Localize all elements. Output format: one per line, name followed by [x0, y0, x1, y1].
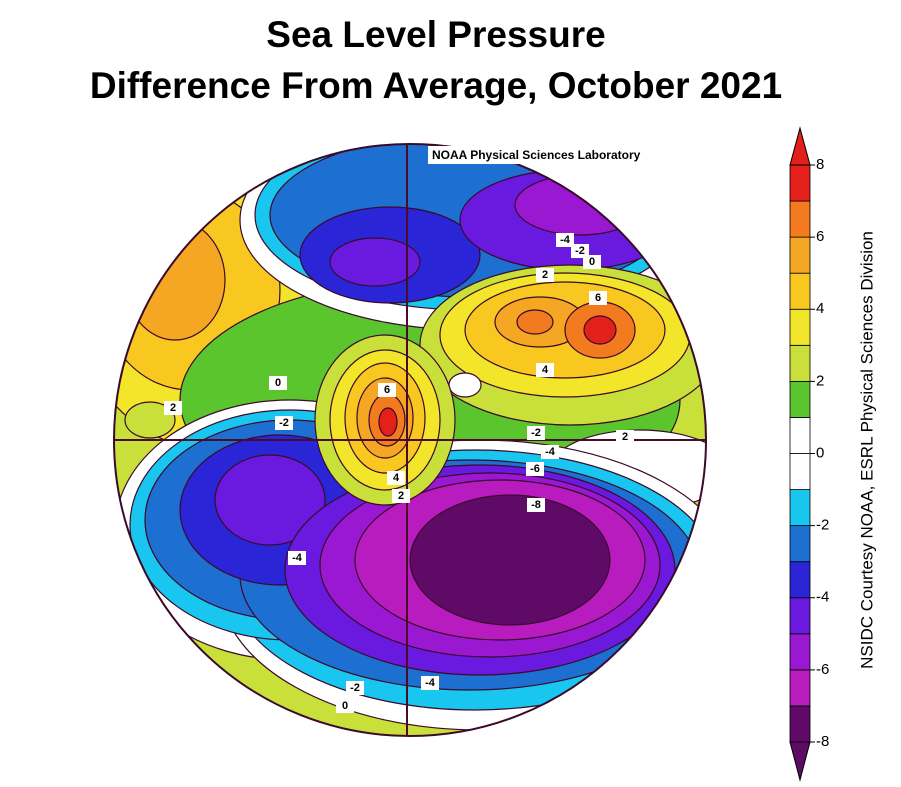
contour-label: -4 — [545, 446, 556, 458]
contour-label-box — [288, 551, 306, 565]
colorbar-bin — [789, 453, 811, 490]
contour-label-box — [571, 244, 589, 258]
contour-label: 4 — [393, 472, 400, 484]
map — [114, 144, 706, 736]
contour-label-box — [392, 489, 410, 503]
contour-label-box — [589, 291, 607, 305]
contour-label: 0 — [589, 256, 595, 268]
contour-label-box — [556, 233, 574, 247]
contour-label: -8 — [531, 499, 541, 511]
contour-label: -4 — [560, 234, 571, 246]
contour-label-box — [275, 416, 293, 430]
contour-label-box — [526, 462, 544, 476]
colorbar: 8 6 4 2 0 -2 -4 -6 -8 — [789, 126, 829, 782]
colorbar-bin — [789, 669, 811, 707]
colorbar-bin — [789, 200, 811, 238]
colorbar-tick-label: -6 — [816, 661, 829, 678]
colorbar-tick-label: -4 — [816, 589, 829, 606]
contour-label-box — [269, 376, 287, 390]
contour-label-box — [336, 699, 354, 713]
contour-label: -2 — [350, 682, 360, 694]
colorbar-tick-label: 0 — [816, 444, 824, 461]
colorbar-bin — [789, 308, 811, 346]
contour-label: -2 — [279, 417, 289, 429]
contour-label-box — [527, 426, 545, 440]
contour-label: -4 — [425, 677, 436, 689]
contour-label: -4 — [292, 552, 303, 564]
colorbar-bin — [789, 705, 811, 743]
colorbar-tick-label: -2 — [816, 517, 829, 534]
side-credit: NSIDC Courtesy NOAA, ESRL Physical Scien… — [857, 231, 876, 669]
contour-label: -6 — [530, 463, 540, 475]
colorbar-bin — [789, 417, 811, 454]
contour-label-box — [378, 383, 396, 397]
colorbar-bin — [789, 489, 811, 527]
map-border — [113, 143, 707, 737]
contour-label-box — [387, 471, 405, 485]
contour-label: 2 — [542, 269, 548, 281]
colorbar-bin — [789, 164, 811, 202]
contour-label: 2 — [170, 402, 176, 414]
colorbar-over — [789, 126, 811, 166]
contour-label-box — [583, 255, 601, 269]
contour-label-box — [346, 681, 364, 695]
contour-label: 2 — [398, 490, 404, 502]
title-line-2: Difference From Average, October 2021 — [90, 65, 782, 106]
colorbar-bin — [789, 597, 811, 635]
colorbar-tick-label: -8 — [816, 733, 829, 750]
colorbar-under — [789, 741, 811, 782]
colorbar-bin — [789, 236, 811, 274]
colorbar-bin — [789, 525, 811, 563]
contour-label-box — [541, 445, 559, 459]
contour-label: 4 — [542, 364, 549, 376]
contour-label: 2 — [622, 431, 628, 443]
contour-label-box — [164, 401, 182, 415]
colorbar-bin — [789, 561, 811, 599]
colorbar-bin — [789, 633, 811, 671]
contour-label: -2 — [575, 245, 585, 257]
contour-label: 6 — [595, 292, 601, 304]
contour-label-box — [616, 430, 634, 444]
colorbar-tick-label: 6 — [816, 228, 824, 245]
contour-label-box — [421, 676, 439, 690]
contour-label: 6 — [384, 384, 390, 396]
colorbar-bin — [789, 380, 811, 418]
contour-label-box — [536, 268, 554, 282]
contour-label-box — [536, 363, 554, 377]
contour-label-box — [527, 498, 545, 512]
colorbar-tick-label: 4 — [816, 300, 824, 317]
credit-box — [428, 146, 700, 164]
contour-label: 0 — [342, 700, 348, 712]
colorbar-tick-label: 2 — [816, 372, 824, 389]
colorbar-bin — [789, 344, 811, 382]
colorbar-tick-label: 8 — [816, 156, 824, 173]
contour-label: 0 — [275, 377, 281, 389]
contour-label: -2 — [531, 427, 541, 439]
credit: NOAA Physical Sciences Laboratory — [432, 148, 641, 162]
colorbar-bin — [789, 272, 811, 310]
title-line-1: Sea Level Pressure — [266, 14, 605, 55]
